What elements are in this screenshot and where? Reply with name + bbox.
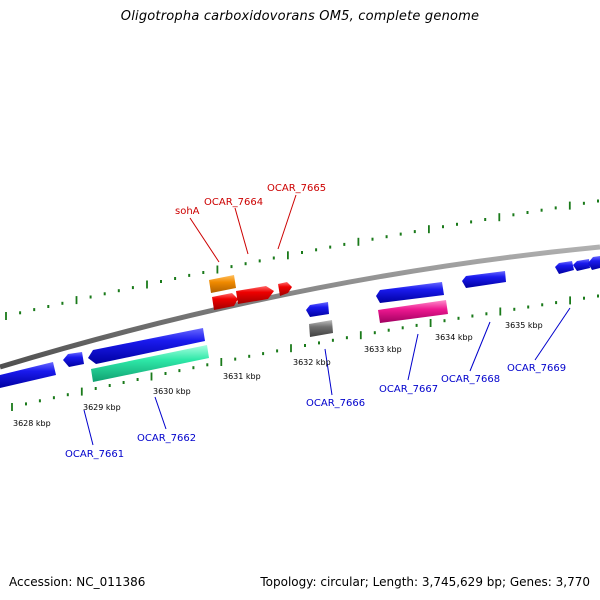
gene-blue-forward-4[interactable]	[573, 259, 590, 271]
kbp-label: 3634 kbp	[435, 333, 473, 342]
label-connectors	[83, 194, 571, 446]
gene-red-left[interactable]	[212, 293, 238, 310]
gene-blue-forward-2[interactable]	[462, 271, 506, 288]
gene-red-middle[interactable]	[236, 286, 274, 304]
kbp-scale-labels: 3628 kbp 3629 kbp 3630 kbp 3631 kbp 3632…	[13, 321, 543, 428]
gene-blue-forward-1[interactable]	[376, 282, 444, 303]
reverse-gene-labels: OCAR_7661 OCAR_7662 OCAR_7666 OCAR_7667 …	[65, 363, 566, 460]
gene-label-ocar-7668[interactable]: OCAR_7668	[441, 374, 500, 385]
accession-text: Accession: NC_011386	[9, 575, 146, 589]
reverse-genes	[0, 328, 209, 388]
genome-summary-text: Topology: circular; Length: 3,745,629 bp…	[260, 575, 590, 589]
gene-label-ocar-7669[interactable]: OCAR_7669	[507, 363, 566, 374]
gene-green[interactable]	[91, 345, 209, 382]
forward-genes	[209, 256, 600, 337]
gene-label-ocar-7662[interactable]: OCAR_7662	[137, 433, 196, 444]
gene-label-sohA[interactable]: sohA	[175, 206, 200, 217]
gene-blue-forward-5[interactable]	[588, 256, 600, 270]
gene-orange[interactable]	[209, 275, 236, 293]
reverse-scale-ticks	[11, 294, 599, 411]
gene-label-ocar-7667[interactable]: OCAR_7667	[379, 384, 438, 395]
kbp-label: 3635 kbp	[505, 321, 543, 330]
kbp-label: 3630 kbp	[153, 387, 191, 396]
kbp-label: 3629 kbp	[83, 403, 121, 412]
gene-blue-reverse-3[interactable]	[88, 328, 205, 364]
gene-label-ocar-7664[interactable]: OCAR_7664	[204, 197, 263, 208]
kbp-label: 3631 kbp	[223, 372, 261, 381]
forward-gene-labels: sohA OCAR_7664 OCAR_7665	[175, 183, 326, 217]
gene-label-ocar-7665[interactable]: OCAR_7665	[267, 183, 326, 194]
gene-blue-reverse-1[interactable]	[0, 362, 56, 388]
kbp-label: 3628 kbp	[13, 419, 51, 428]
chromosome-backbone	[0, 244, 600, 370]
gene-blue-reverse-2[interactable]	[63, 352, 84, 367]
gene-label-ocar-7666[interactable]: OCAR_7666	[306, 398, 365, 409]
page-title: Oligotropha carboxidovorans OM5, complet…	[120, 9, 480, 24]
kbp-label: 3632 kbp	[293, 358, 331, 367]
gene-blue-forward-3[interactable]	[555, 261, 574, 274]
forward-scale-ticks	[5, 199, 599, 320]
kbp-label: 3633 kbp	[364, 345, 402, 354]
gene-blue-forward-6[interactable]	[306, 302, 329, 317]
gene-label-ocar-7661[interactable]: OCAR_7661	[65, 449, 124, 460]
gene-gray[interactable]	[309, 320, 333, 337]
gene-red-small[interactable]	[278, 282, 292, 296]
gene-pink[interactable]	[378, 300, 448, 323]
